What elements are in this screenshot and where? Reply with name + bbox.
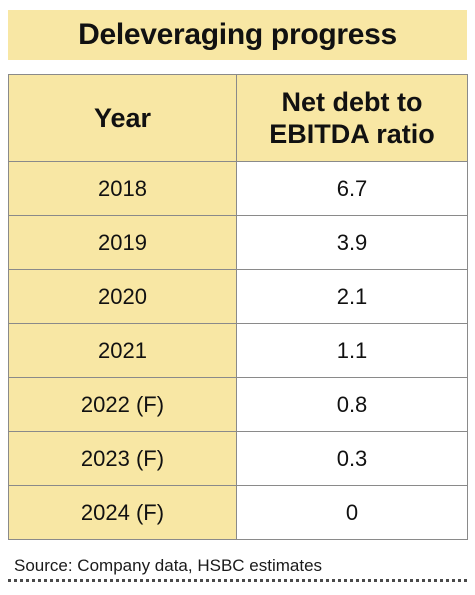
year-cell: 2023 (F) [8, 431, 237, 486]
ratio-cell: 0.3 [236, 431, 468, 486]
table-row: 2019 3.9 [8, 215, 468, 270]
table-row: 2020 2.1 [8, 269, 468, 324]
source-note: Source: Company data, HSBC estimates [14, 556, 323, 575]
table-row: 2023 (F) 0.3 [8, 431, 468, 486]
year-cell: 2018 [8, 161, 237, 216]
column-header-ratio: Net debt to EBITDA ratio [236, 74, 468, 162]
ratio-cell: 2.1 [236, 269, 468, 324]
table-row: 2024 (F) 0 [8, 485, 468, 540]
table-title-text: Deleveraging progress [78, 18, 397, 51]
ratio-cell: 6.7 [236, 161, 468, 216]
ratio-cell: 0.8 [236, 377, 468, 432]
ratio-cell: 1.1 [236, 323, 468, 378]
ratio-cell: 3.9 [236, 215, 468, 270]
column-header-ratio-text: Net debt to EBITDA ratio [269, 87, 435, 149]
ratio-cell: 0 [236, 485, 468, 540]
year-cell: 2021 [8, 323, 237, 378]
year-cell: 2024 (F) [8, 485, 237, 540]
table-row: 2021 1.1 [8, 323, 468, 378]
table-row: 2018 6.7 [8, 161, 468, 216]
year-cell: 2020 [8, 269, 237, 324]
table-title: Deleveraging progress [8, 10, 467, 60]
deleveraging-table: Year Net debt to EBITDA ratio 2018 6.7 2… [8, 74, 468, 540]
header-row: Year Net debt to EBITDA ratio [8, 74, 468, 162]
dotted-divider [8, 579, 467, 582]
table-row: 2022 (F) 0.8 [8, 377, 468, 432]
year-cell: 2022 (F) [8, 377, 237, 432]
year-cell: 2019 [8, 215, 237, 270]
column-header-year: Year [8, 74, 237, 162]
